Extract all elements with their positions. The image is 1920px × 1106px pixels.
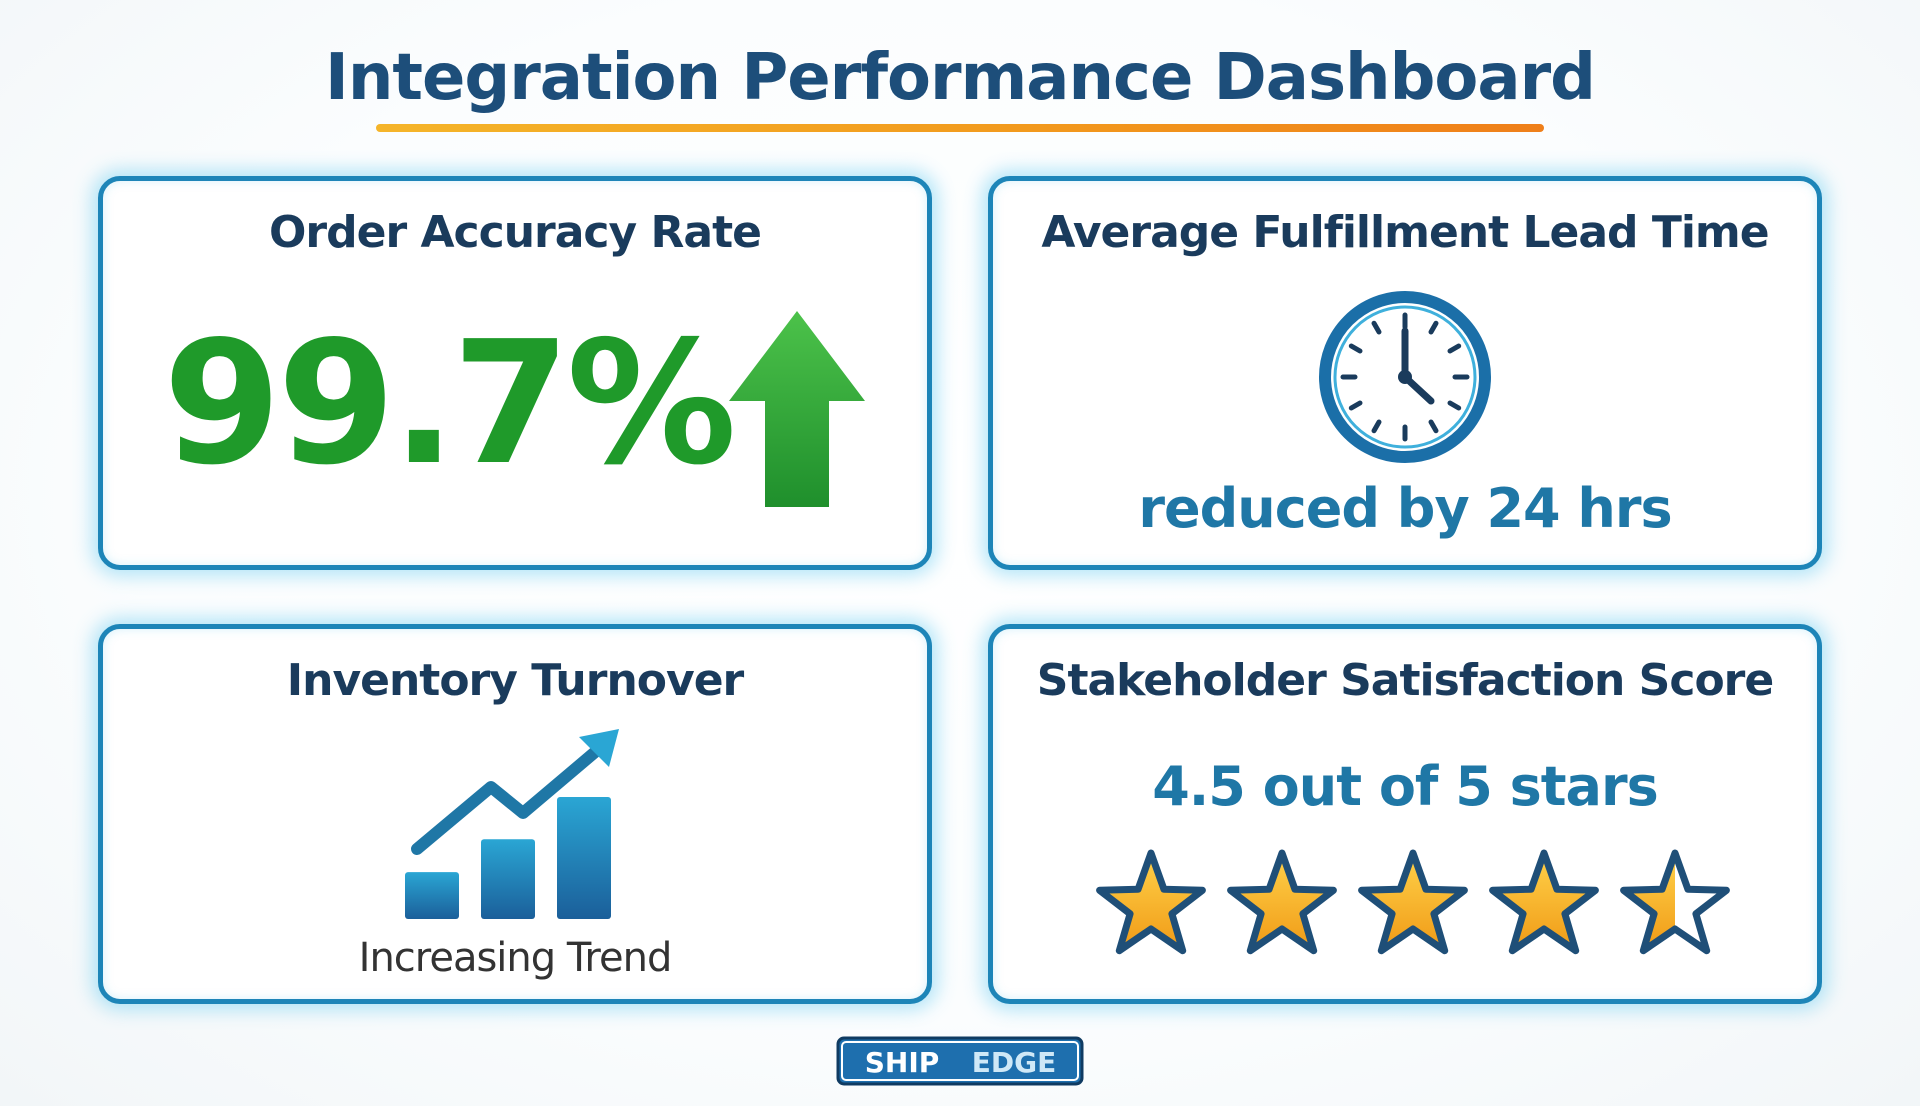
card-title-lead-time: Average Fulfillment Lead Time [1041,207,1769,258]
inventory-turnover-card: Inventory Turnover Increasing Trend [98,624,932,1004]
card-title-inventory-turnover: Inventory Turnover [286,655,744,706]
logo-text-left: SHIP [865,1046,940,1079]
arrow-up-icon [729,311,865,507]
star-icon [1227,849,1337,955]
trend-bar [481,839,535,919]
card-title-order-accuracy: Order Accuracy Rate [269,207,762,258]
order-accuracy-value: 99.7% [163,305,737,503]
star-icon [1358,849,1468,955]
shipedge-logo: SHIP EDGE [836,1036,1084,1086]
star-icon [1489,849,1599,955]
trend-bar [405,872,459,919]
trend-label: Increasing Trend [358,935,673,981]
satisfaction-card: Stakeholder Satisfaction Score 4.5 out o… [988,624,1822,1004]
title-underline [376,124,1544,132]
lead-time-card: Average Fulfillment Lead Time reduced by… [988,176,1822,570]
bar-chart-trend-icon [405,729,619,919]
card-title-satisfaction: Stakeholder Satisfaction Score [1036,655,1774,706]
order-accuracy-card: Order Accuracy Rate 99.7% [98,176,932,570]
star-icon [1096,849,1206,955]
star-icon [1620,849,1730,955]
lead-time-value: reduced by 24 hrs [1138,477,1672,540]
satisfaction-value: 4.5 out of 5 stars [1152,755,1659,818]
logo-text-right: EDGE [972,1046,1056,1079]
star-rating [1096,849,1730,955]
trend-bar [557,797,611,919]
page-title: Integration Performance Dashboard [325,41,1596,115]
clock-icon [1319,291,1491,463]
